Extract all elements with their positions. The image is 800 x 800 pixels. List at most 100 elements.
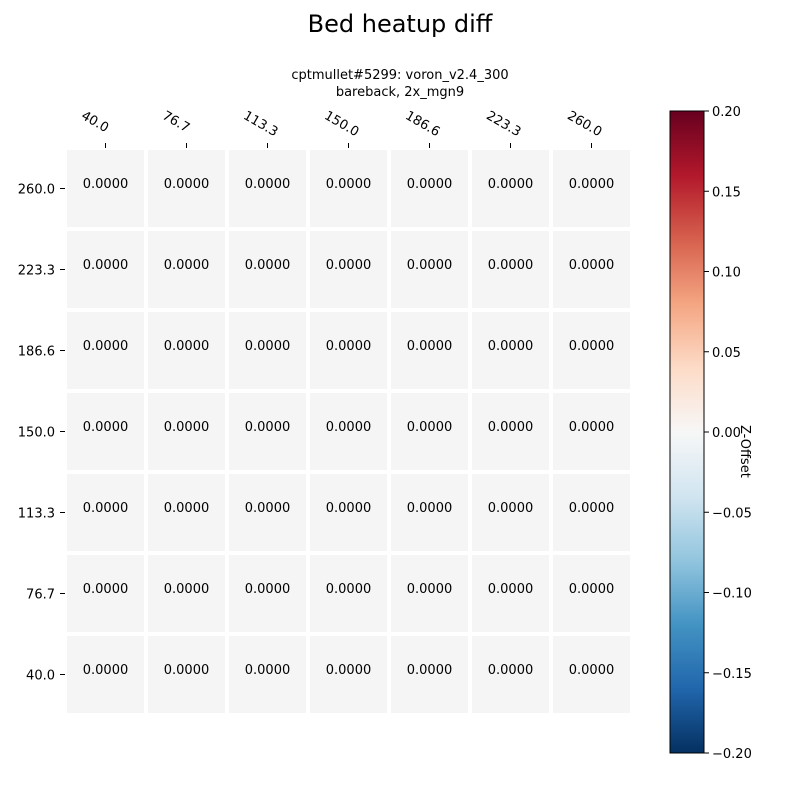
cell-value-label: 0.0000 <box>164 501 210 516</box>
cell-value-label: 0.0000 <box>245 501 291 516</box>
heatmap-cell <box>67 555 144 632</box>
heatmap-cell <box>310 150 387 227</box>
colorbar-tick-label: 0.20 <box>712 105 741 120</box>
heatmap-cell <box>553 393 630 470</box>
cell-value-label: 0.0000 <box>569 258 615 273</box>
heatmap-cell <box>148 636 225 713</box>
cell-value-label: 0.0000 <box>164 177 210 192</box>
heatmap-cell <box>472 150 549 227</box>
heatmap-cell <box>310 474 387 551</box>
heatmap-cell <box>553 231 630 308</box>
cell-value-label: 0.0000 <box>326 663 372 678</box>
heatmap-cell <box>391 636 468 713</box>
cell-value-label: 0.0000 <box>326 177 372 192</box>
y-axis: 260.0 223.3 186.6 150.0 113.3 76.7 40.0 <box>18 183 65 684</box>
heatmap-cell <box>310 312 387 389</box>
colorbar-tick-label: 0.15 <box>712 185 741 200</box>
heatmap-cell <box>148 231 225 308</box>
chart-subtitle-line-1: cptmullet#5299: voron_v2.4_300 <box>291 68 509 83</box>
cell-value-label: 0.0000 <box>326 339 372 354</box>
heatmap-cell <box>148 312 225 389</box>
x-tick-label: 113.3 <box>241 108 281 140</box>
cell-value-label: 0.0000 <box>407 339 453 354</box>
heatmap-cell <box>229 150 306 227</box>
cell-value-label: 0.0000 <box>407 582 453 597</box>
x-tick-label: 223.3 <box>484 108 524 140</box>
y-tick-label: 260.0 <box>18 183 55 198</box>
colorbar-tick-label: −0.10 <box>712 587 752 602</box>
y-tick-label: 76.7 <box>26 588 55 603</box>
chart-subtitle-line-2: bareback, 2x_mgn9 <box>335 85 465 100</box>
y-tick-label: 40.0 <box>26 669 55 684</box>
heatmap-cell <box>67 474 144 551</box>
cell-value-label: 0.0000 <box>164 582 210 597</box>
cell-value-label: 0.0000 <box>488 177 534 192</box>
heatmap-cell <box>472 393 549 470</box>
cell-value-label: 0.0000 <box>83 582 129 597</box>
cell-value-label: 0.0000 <box>569 339 615 354</box>
cell-value-label: 0.0000 <box>164 420 210 435</box>
cell-value-label: 0.0000 <box>569 177 615 192</box>
x-axis: 40.0 76.7 113.3 150.0 186.6 223.3 260.0 <box>79 108 604 148</box>
cell-value-label: 0.0000 <box>326 582 372 597</box>
heatmap-cell <box>67 312 144 389</box>
y-tick-label: 186.6 <box>18 345 55 360</box>
cell-value-label: 0.0000 <box>407 420 453 435</box>
cell-value-label: 0.0000 <box>245 663 291 678</box>
cell-value-label: 0.0000 <box>245 339 291 354</box>
cell-value-label: 0.0000 <box>569 663 615 678</box>
colorbar-tick-label: 0.10 <box>712 266 741 281</box>
heatmap-cell <box>391 150 468 227</box>
cell-value-label: 0.0000 <box>83 177 129 192</box>
cell-value-label: 0.0000 <box>245 582 291 597</box>
y-tick-label: 223.3 <box>18 264 55 279</box>
y-tick-label: 150.0 <box>18 426 55 441</box>
heatmap-cell <box>553 312 630 389</box>
heatmap-cell <box>148 150 225 227</box>
x-tick-label: 40.0 <box>79 108 112 135</box>
heatmap-cell <box>472 312 549 389</box>
cell-value-label: 0.0000 <box>569 501 615 516</box>
cell-value-label: 0.0000 <box>326 420 372 435</box>
cell-value-label: 0.0000 <box>83 420 129 435</box>
heatmap-cell <box>148 474 225 551</box>
heatmap-cell <box>67 636 144 713</box>
x-tick-label: 150.0 <box>322 108 362 140</box>
heatmap-cell <box>553 150 630 227</box>
heatmap-cell <box>229 636 306 713</box>
cell-value-label: 0.0000 <box>407 501 453 516</box>
heatmap-cell <box>310 231 387 308</box>
heatmap-cell <box>391 231 468 308</box>
heatmap-cell <box>391 393 468 470</box>
heatmap-cell <box>310 393 387 470</box>
cell-value-label: 0.0000 <box>488 420 534 435</box>
cell-value-label: 0.0000 <box>326 501 372 516</box>
cell-value-label: 0.0000 <box>245 420 291 435</box>
cell-value-label: 0.0000 <box>326 258 372 273</box>
cell-value-label: 0.0000 <box>569 582 615 597</box>
heatmap-cells: 0.0000 0.0000 0.0000 0.0000 0.0000 0.0000 0.00… <box>67 150 630 713</box>
colorbar-tick-label: 0.05 <box>712 346 741 361</box>
colorbar-tick-label: 0.00 <box>712 426 741 441</box>
heatmap-cell <box>67 393 144 470</box>
heatmap-cell <box>391 312 468 389</box>
cell-value-label: 0.0000 <box>83 339 129 354</box>
cell-value-label: 0.0000 <box>164 663 210 678</box>
x-tick-label: 76.7 <box>160 108 193 135</box>
cell-value-label: 0.0000 <box>407 177 453 192</box>
heatmap-cell <box>391 555 468 632</box>
cell-value-label: 0.0000 <box>83 501 129 516</box>
heatmap-cell <box>310 555 387 632</box>
heatmap-cell <box>229 393 306 470</box>
cell-value-label: 0.0000 <box>407 258 453 273</box>
heatmap-cell <box>472 231 549 308</box>
heatmap-cell <box>310 636 387 713</box>
heatmap-cell <box>148 555 225 632</box>
cell-value-label: 0.0000 <box>164 339 210 354</box>
cell-value-label: 0.0000 <box>407 663 453 678</box>
cell-value-label: 0.0000 <box>488 501 534 516</box>
heatmap-cell <box>553 474 630 551</box>
heatmap-cell <box>229 474 306 551</box>
heatmap-cell <box>148 393 225 470</box>
